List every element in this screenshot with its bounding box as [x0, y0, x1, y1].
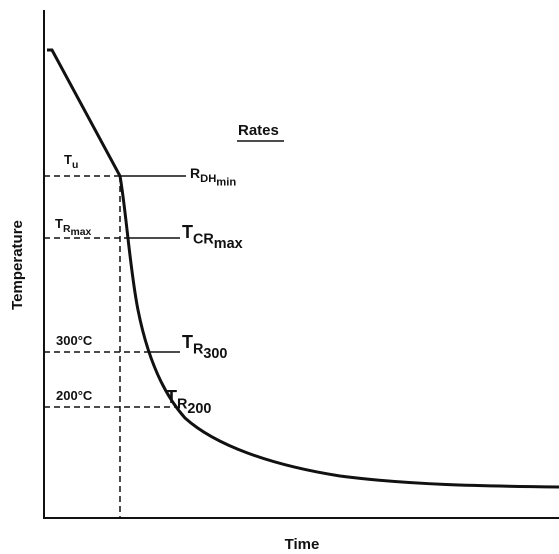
cooling-curve	[47, 48, 559, 489]
label-part: min	[216, 177, 236, 189]
left-label: Tu	[64, 152, 78, 171]
label-part: 200	[187, 401, 211, 417]
left-label: 200°C	[56, 388, 93, 403]
label-part: 200°C	[56, 388, 93, 403]
left-label: 300°C	[56, 333, 93, 348]
label-part: 300°C	[56, 333, 93, 348]
label-part: DH	[200, 173, 216, 185]
axes	[43, 10, 559, 519]
label-part: R	[193, 341, 204, 357]
y-axis-label: Temperature	[9, 220, 26, 310]
label-part: max	[70, 227, 91, 238]
label-part: R	[63, 224, 71, 235]
rate-label: TR300	[182, 332, 227, 362]
label-part: T	[55, 216, 63, 231]
rate-label: TCRmax	[182, 222, 243, 252]
label-part: T	[182, 222, 193, 242]
label-part: max	[214, 236, 243, 252]
label-part: 300	[203, 346, 227, 362]
left-label: TRmax	[55, 216, 91, 238]
label-part: R	[177, 396, 188, 412]
rate-label: RDHmin	[190, 165, 236, 189]
rate-label: TR200	[166, 387, 211, 417]
label-part: T	[182, 332, 193, 352]
x-axis-label: Time	[285, 536, 320, 553]
rates-heading: Rates	[238, 122, 279, 139]
label-part: u	[72, 160, 78, 171]
label-part: T	[64, 152, 72, 167]
label-part: R	[190, 165, 200, 181]
label-part: T	[166, 387, 177, 407]
label-part: CR	[193, 231, 214, 247]
